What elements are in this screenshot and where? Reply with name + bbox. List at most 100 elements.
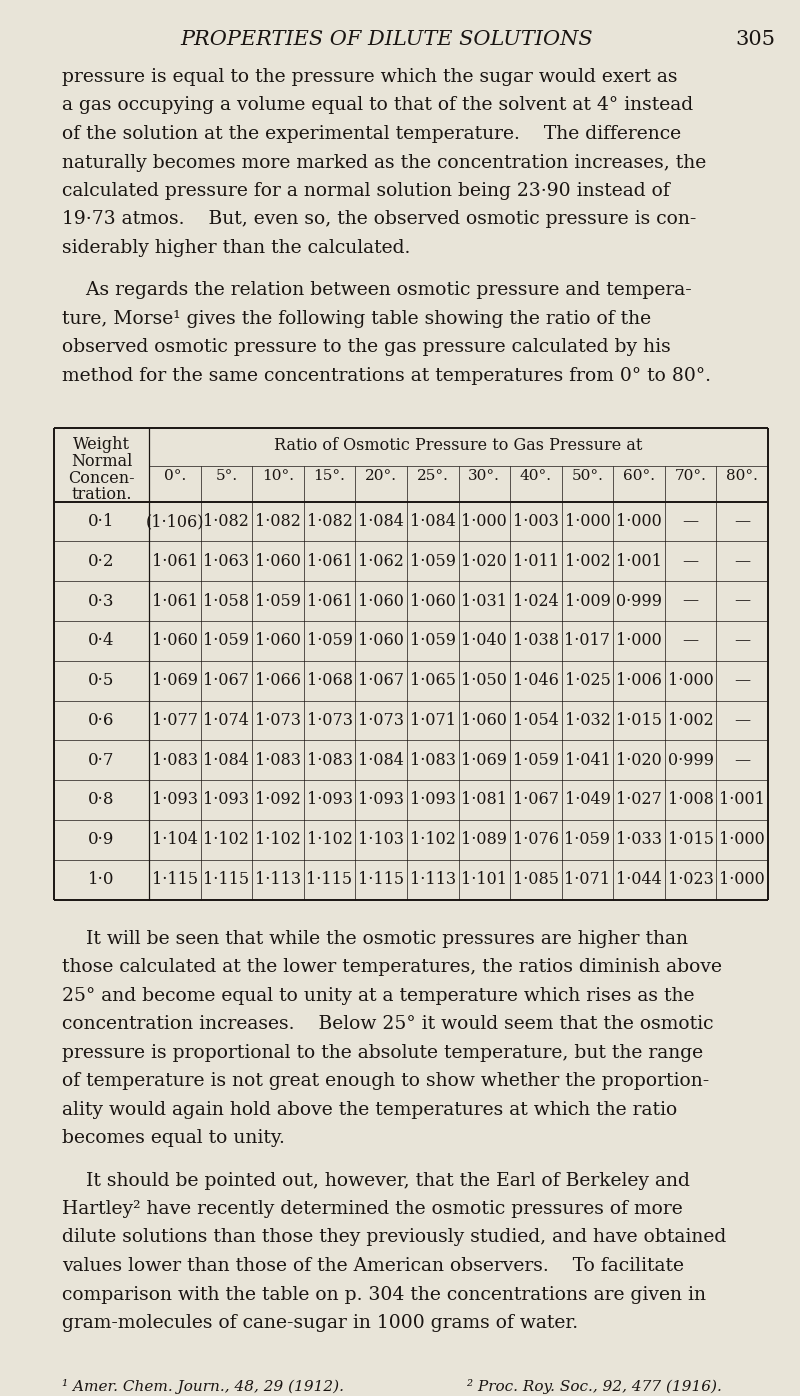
Text: 1·023: 1·023: [668, 871, 714, 888]
Text: becomes equal to unity.: becomes equal to unity.: [62, 1129, 285, 1148]
Text: ality would again hold above the temperatures at which the ratio: ality would again hold above the tempera…: [62, 1100, 678, 1118]
Text: 1·113: 1·113: [255, 871, 301, 888]
Text: 70°.: 70°.: [674, 469, 706, 483]
Text: 1·101: 1·101: [462, 871, 507, 888]
Text: 1·073: 1·073: [255, 712, 301, 729]
Text: 15°.: 15°.: [314, 469, 346, 483]
Text: observed osmotic pressure to the gas pressure calculated by his: observed osmotic pressure to the gas pre…: [62, 338, 670, 356]
Text: 1·060: 1·060: [255, 632, 301, 649]
Text: 25°.: 25°.: [417, 469, 449, 483]
Text: —: —: [734, 712, 750, 729]
Text: 1·082: 1·082: [306, 512, 353, 530]
Text: 50°.: 50°.: [571, 469, 603, 483]
Text: 1·059: 1·059: [565, 831, 610, 849]
Text: Weight: Weight: [73, 436, 130, 452]
Text: —: —: [734, 671, 750, 690]
Text: It should be pointed out, however, that the Earl of Berkeley and: It should be pointed out, however, that …: [62, 1171, 690, 1189]
Text: 1·081: 1·081: [462, 792, 507, 808]
Text: 1·093: 1·093: [203, 792, 250, 808]
Text: 1·082: 1·082: [255, 512, 301, 530]
Text: 80°.: 80°.: [726, 469, 758, 483]
Text: 1·115: 1·115: [358, 871, 404, 888]
Text: 1·102: 1·102: [306, 831, 353, 849]
Text: 0·2: 0·2: [88, 553, 114, 570]
Text: 1·083: 1·083: [152, 751, 198, 769]
Text: 1·093: 1·093: [358, 792, 404, 808]
Text: 0·5: 0·5: [88, 671, 114, 690]
Text: 19·73 atmos.    But, even so, the observed osmotic pressure is con-: 19·73 atmos. But, even so, the observed …: [62, 211, 696, 229]
Text: —: —: [682, 592, 698, 610]
Text: 1·089: 1·089: [462, 831, 507, 849]
Text: 1·024: 1·024: [513, 592, 558, 610]
Text: 1·060: 1·060: [152, 632, 198, 649]
Text: 1·083: 1·083: [255, 751, 301, 769]
Text: 1·060: 1·060: [358, 592, 404, 610]
Text: pressure is equal to the pressure which the sugar would exert as: pressure is equal to the pressure which …: [62, 68, 678, 87]
Text: 1·059: 1·059: [513, 751, 559, 769]
Text: 1·060: 1·060: [358, 632, 404, 649]
Text: 1·104: 1·104: [152, 831, 198, 849]
Text: 1·054: 1·054: [513, 712, 559, 729]
Text: 1·084: 1·084: [410, 512, 456, 530]
Text: —: —: [734, 751, 750, 769]
Text: 1·067: 1·067: [358, 671, 404, 690]
Text: —: —: [734, 553, 750, 570]
Text: 1·003: 1·003: [513, 512, 559, 530]
Text: 1·061: 1·061: [306, 592, 353, 610]
Text: 305: 305: [735, 29, 775, 49]
Text: —: —: [682, 512, 698, 530]
Text: 1·115: 1·115: [306, 871, 353, 888]
Text: siderably higher than the calculated.: siderably higher than the calculated.: [62, 239, 410, 257]
Text: 1·113: 1·113: [410, 871, 456, 888]
Text: of the solution at the experimental temperature.    The difference: of the solution at the experimental temp…: [62, 126, 681, 142]
Text: Normal: Normal: [71, 452, 132, 470]
Text: 1·020: 1·020: [616, 751, 662, 769]
Text: 1·025: 1·025: [565, 671, 610, 690]
Text: 0·4: 0·4: [88, 632, 114, 649]
Text: comparison with the table on p. 304 the concentrations are given in: comparison with the table on p. 304 the …: [62, 1286, 706, 1304]
Text: 30°.: 30°.: [468, 469, 500, 483]
Text: Ratio of Osmotic Pressure to Gas Pressure at: Ratio of Osmotic Pressure to Gas Pressur…: [274, 437, 642, 455]
Text: 1·062: 1·062: [358, 553, 404, 570]
Text: of temperature is not great enough to show whether the proportion-: of temperature is not great enough to sh…: [62, 1072, 710, 1090]
Text: 1·084: 1·084: [358, 512, 404, 530]
Text: 1·084: 1·084: [203, 751, 250, 769]
Text: 1·033: 1·033: [616, 831, 662, 849]
Text: 1·061: 1·061: [152, 592, 198, 610]
Text: 1·000: 1·000: [719, 871, 765, 888]
Text: 1·044: 1·044: [616, 871, 662, 888]
Text: 1·084: 1·084: [358, 751, 404, 769]
Text: Hartley² have recently determined the osmotic pressures of more: Hartley² have recently determined the os…: [62, 1201, 682, 1217]
Text: 1·076: 1·076: [513, 831, 559, 849]
Text: 1·083: 1·083: [410, 751, 456, 769]
Text: 1·000: 1·000: [565, 512, 610, 530]
Text: 1·027: 1·027: [616, 792, 662, 808]
Text: 5°.: 5°.: [215, 469, 238, 483]
Text: 1·063: 1·063: [203, 553, 250, 570]
Text: 1·068: 1·068: [306, 671, 353, 690]
Text: 60°.: 60°.: [623, 469, 655, 483]
Text: 0·999: 0·999: [616, 592, 662, 610]
Text: 1·000: 1·000: [668, 671, 714, 690]
Text: 0·6: 0·6: [88, 712, 114, 729]
Text: 1·073: 1·073: [358, 712, 404, 729]
Text: 1·000: 1·000: [616, 632, 662, 649]
Text: 1·059: 1·059: [410, 632, 456, 649]
Text: 1·085: 1·085: [513, 871, 559, 888]
Text: 1·060: 1·060: [255, 553, 301, 570]
Text: 1·077: 1·077: [152, 712, 198, 729]
Text: PROPERTIES OF DILUTE SOLUTIONS: PROPERTIES OF DILUTE SOLUTIONS: [181, 29, 594, 49]
Text: 1·067: 1·067: [513, 792, 559, 808]
Text: 1·059: 1·059: [255, 592, 301, 610]
Text: 0°.: 0°.: [164, 469, 186, 483]
Text: 1·0: 1·0: [88, 871, 114, 888]
Text: 1·093: 1·093: [410, 792, 456, 808]
Text: 1·020: 1·020: [462, 553, 507, 570]
Text: 1·040: 1·040: [462, 632, 507, 649]
Text: 1·115: 1·115: [203, 871, 250, 888]
Text: 20°.: 20°.: [365, 469, 397, 483]
Text: —: —: [734, 592, 750, 610]
Text: 1·011: 1·011: [513, 553, 559, 570]
Text: 1·001: 1·001: [719, 792, 765, 808]
Text: 1·093: 1·093: [306, 792, 353, 808]
